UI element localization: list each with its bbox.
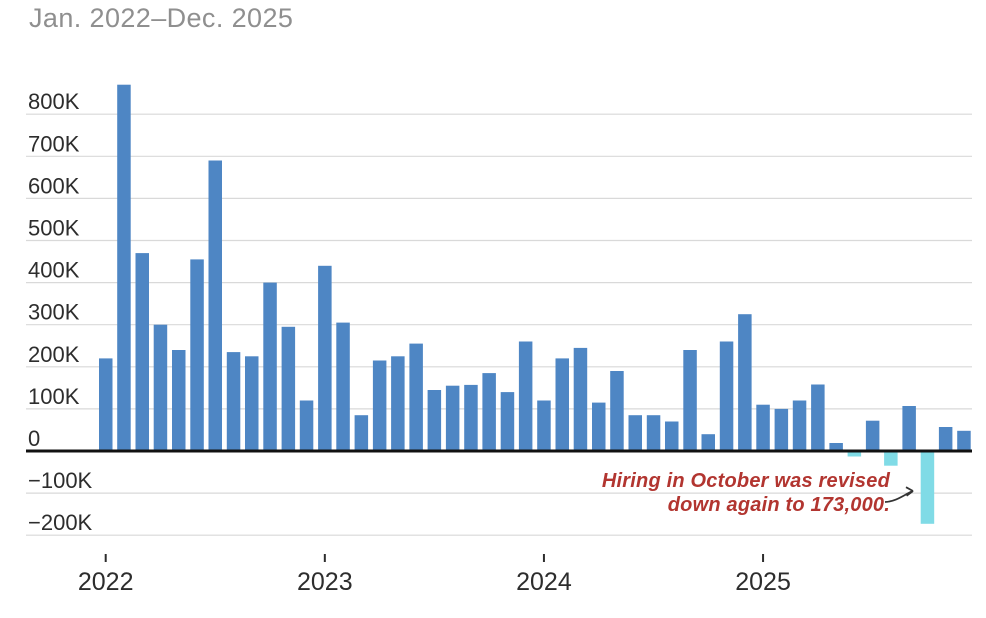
bar-feb-2025 xyxy=(774,408,789,451)
bar-nov-2024 xyxy=(719,341,734,451)
bar-dec-2023 xyxy=(518,341,533,451)
bar-aug-2025 xyxy=(884,451,898,466)
y-axis-label-−200K: −200K xyxy=(28,510,93,535)
bar-jul-2024 xyxy=(646,415,661,451)
y-axis-label-100K: 100K xyxy=(28,384,80,409)
bar-apr-2025 xyxy=(811,384,825,451)
bar-nov-2022 xyxy=(281,326,296,451)
bar-dec-2024 xyxy=(738,314,752,451)
bar-jan-2023 xyxy=(318,265,332,451)
bar-dec-2025 xyxy=(957,430,971,451)
bar-apr-2023 xyxy=(372,360,387,451)
x-axis-label-2023: 2023 xyxy=(297,568,353,596)
bar-sep-2022 xyxy=(245,356,259,451)
bar-sep-2024 xyxy=(683,350,697,451)
y-axis-label-700K: 700K xyxy=(28,131,80,156)
annotation-arrow-icon xyxy=(884,486,914,503)
bar-jun-2023 xyxy=(409,343,423,451)
x-axis-label-2024: 2024 xyxy=(516,568,572,596)
bar-mar-2023 xyxy=(354,415,369,451)
bar-jan-2024 xyxy=(537,400,551,451)
bar-jan-2025 xyxy=(756,404,770,451)
annotation-line-1: Hiring in October was revised xyxy=(601,470,890,492)
y-axis-label-200K: 200K xyxy=(28,342,80,367)
bar-mar-2025 xyxy=(792,400,807,451)
y-axis-label-0: 0 xyxy=(28,426,40,451)
bar-may-2024 xyxy=(610,371,624,451)
bar-jul-2023 xyxy=(427,390,442,451)
annotation-line-2: down again to 173,000. xyxy=(667,494,890,516)
x-axis-label-2022: 2022 xyxy=(78,568,134,596)
bar-jun-2025 xyxy=(847,451,862,457)
bar-aug-2024 xyxy=(665,421,679,451)
bar-aug-2023 xyxy=(445,385,460,451)
y-axis-label-500K: 500K xyxy=(28,216,80,241)
bar-sep-2025 xyxy=(902,406,916,451)
x-axis-label-2025: 2025 xyxy=(735,568,791,596)
bar-feb-2023 xyxy=(336,322,350,451)
bar-jun-2022 xyxy=(190,259,204,451)
bar-feb-2024 xyxy=(555,358,569,451)
y-axis-label-800K: 800K xyxy=(28,89,80,114)
bar-may-2023 xyxy=(391,356,405,451)
bar-feb-2022 xyxy=(117,84,131,451)
bar-oct-2025 xyxy=(920,451,935,524)
bar-aug-2022 xyxy=(226,352,241,451)
bar-nov-2025 xyxy=(938,427,953,451)
bar-oct-2022 xyxy=(263,282,277,451)
bar-may-2022 xyxy=(172,350,186,451)
bar-jul-2025 xyxy=(865,420,880,451)
y-axis-label-−100K: −100K xyxy=(28,468,93,493)
bar-mar-2022 xyxy=(135,253,149,451)
annotation: Hiring in October was revised down again… xyxy=(602,469,890,517)
bar-nov-2023 xyxy=(500,392,515,451)
bar-may-2025 xyxy=(829,443,843,451)
y-axis-label-300K: 300K xyxy=(28,300,80,325)
y-axis-label-400K: 400K xyxy=(28,258,80,283)
bar-mar-2024 xyxy=(573,347,588,451)
y-axis-label-600K: 600K xyxy=(28,173,80,198)
bar-sep-2023 xyxy=(464,384,478,451)
bar-apr-2024 xyxy=(592,402,606,451)
bar-apr-2022 xyxy=(153,324,168,451)
bar-oct-2023 xyxy=(482,373,496,451)
bar-dec-2022 xyxy=(299,400,314,451)
bar-jul-2022 xyxy=(208,160,222,451)
bar-oct-2024 xyxy=(701,434,715,451)
bar-jan-2022 xyxy=(99,358,113,451)
chart-title: Jan. 2022–Dec. 2025 xyxy=(29,3,294,33)
bar-jun-2024 xyxy=(628,415,642,451)
